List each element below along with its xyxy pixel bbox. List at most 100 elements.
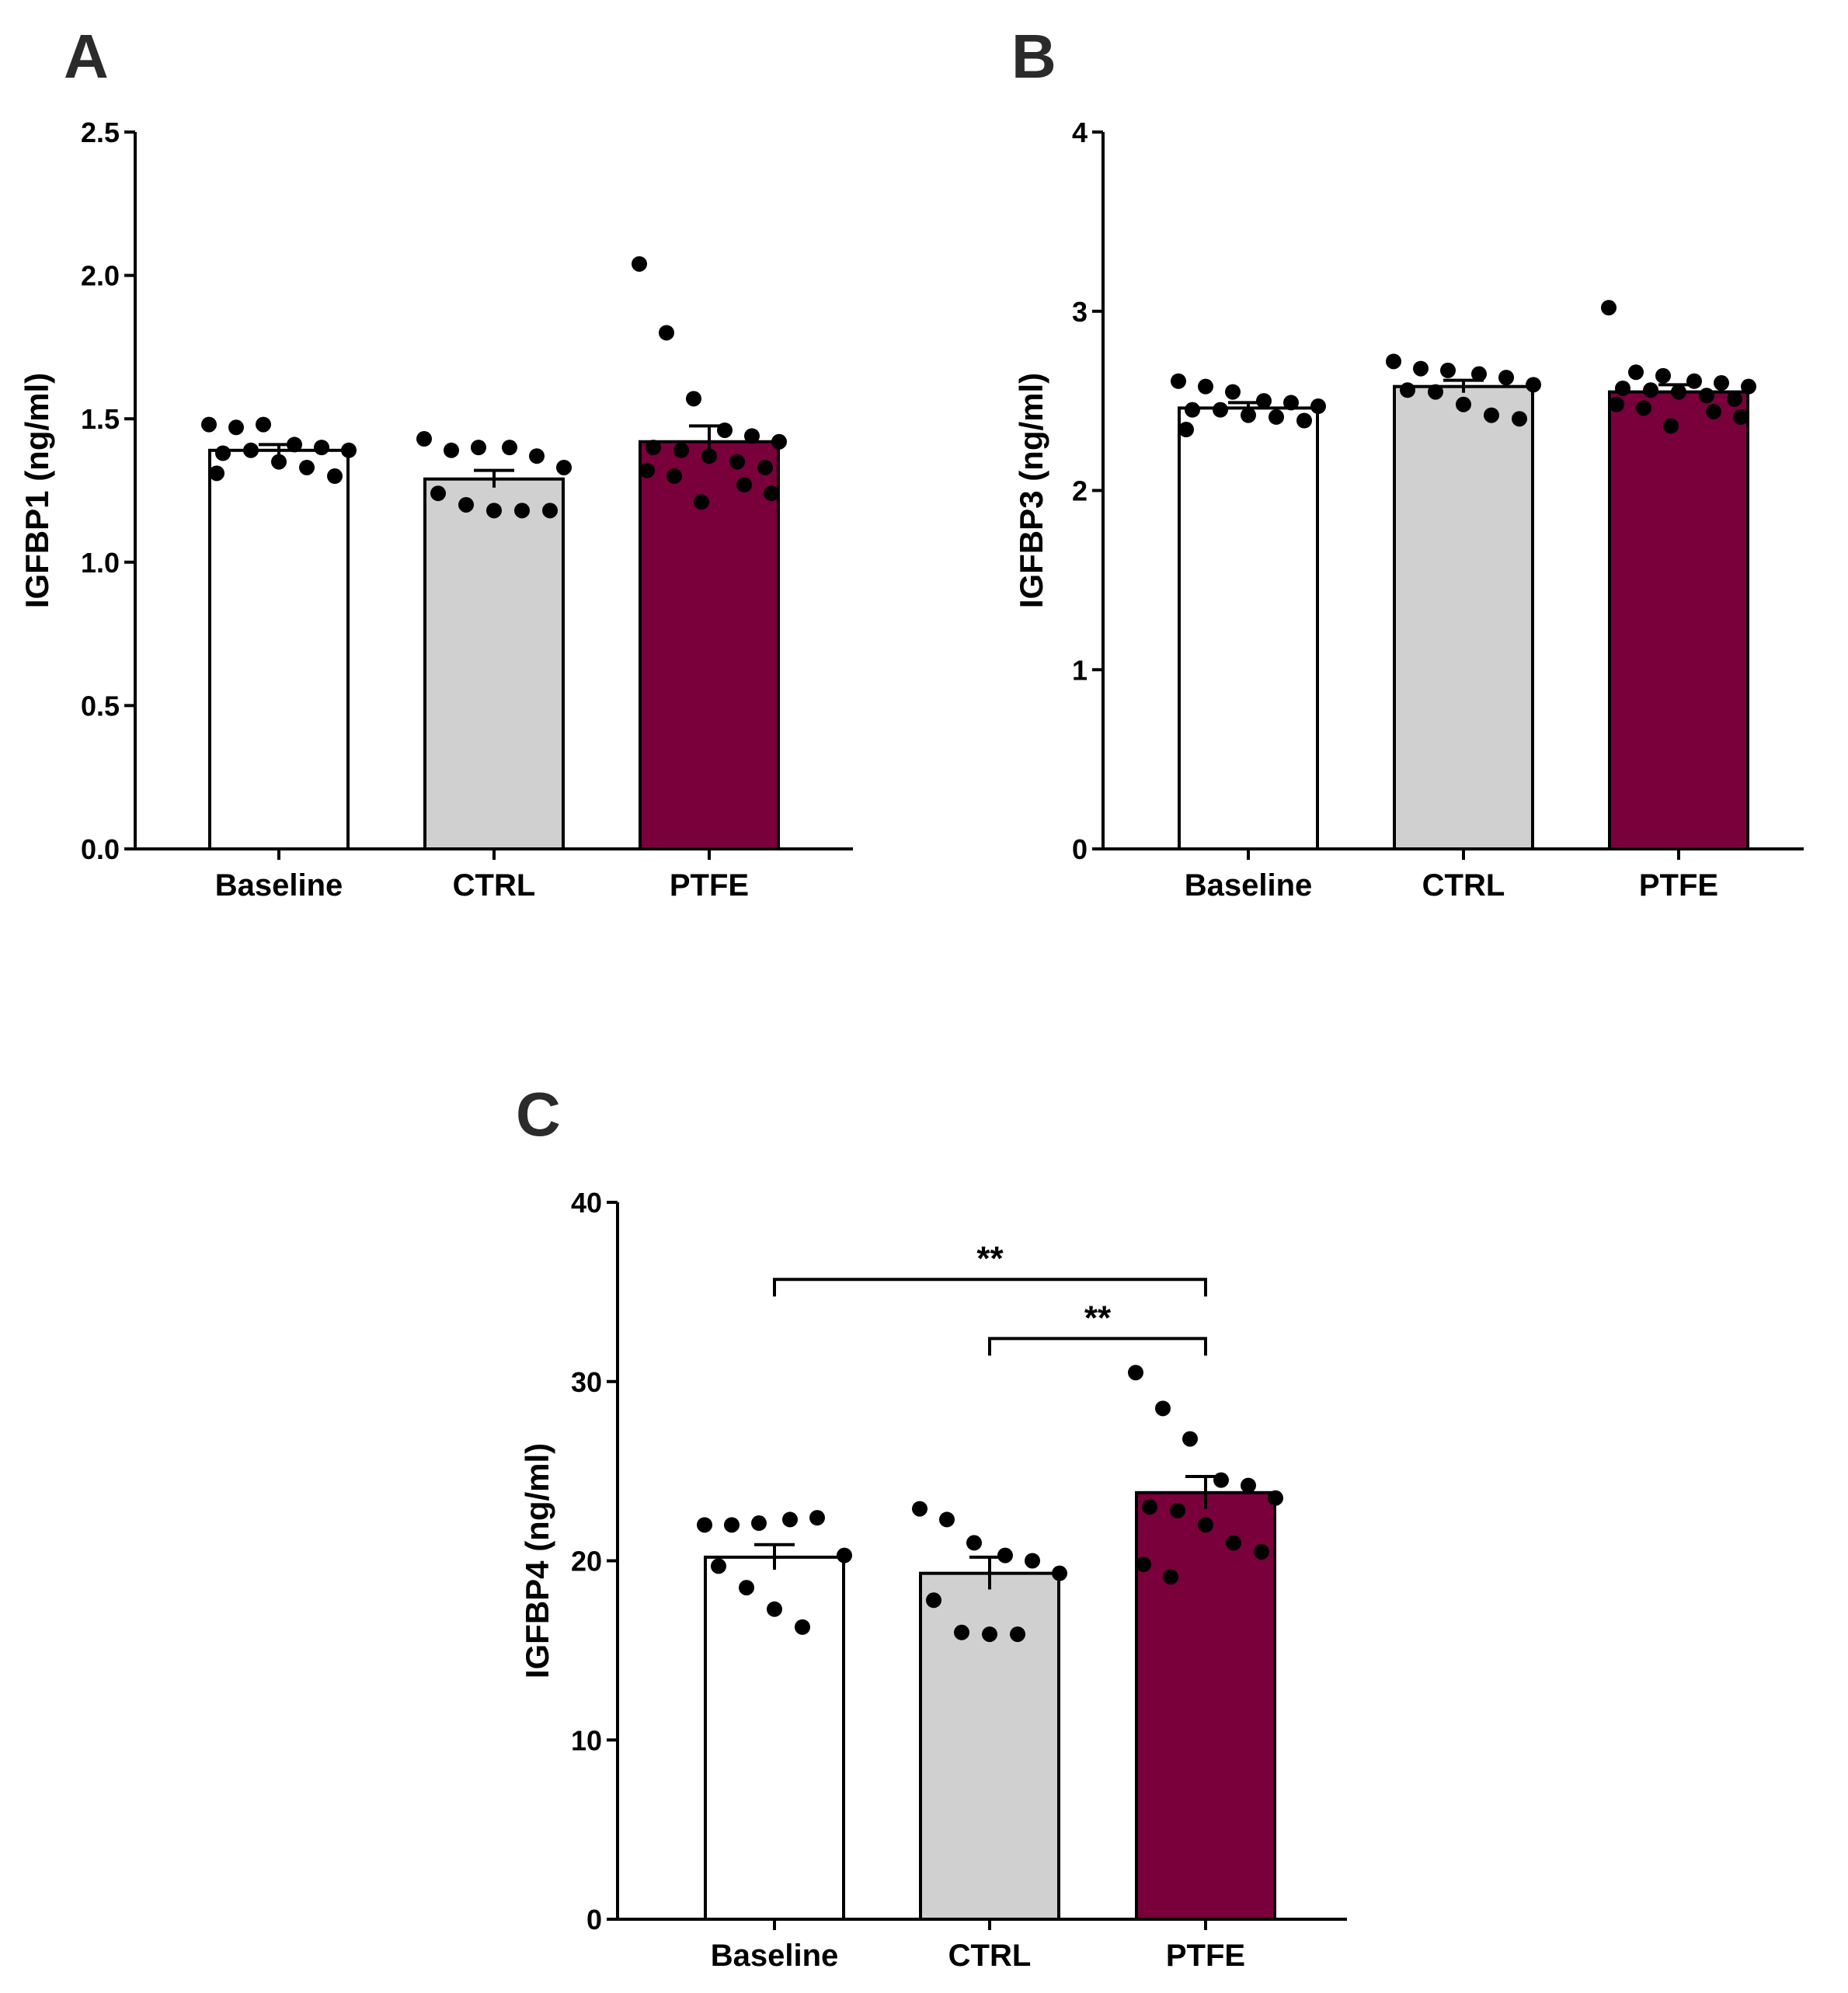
- data-point: [1686, 373, 1702, 389]
- data-point: [1741, 378, 1756, 395]
- data-point: [1171, 373, 1186, 389]
- data-point: [341, 442, 357, 458]
- data-point: [673, 442, 689, 458]
- bar-ptfe: [1135, 1490, 1276, 1921]
- data-point: [739, 1580, 754, 1596]
- data-point: [757, 459, 773, 475]
- data-point: [639, 462, 655, 478]
- data-point: [1706, 403, 1721, 419]
- data-point: [1456, 396, 1471, 412]
- data-point: [471, 440, 486, 456]
- x-tick-label: CTRL: [948, 1939, 1032, 1973]
- y-tick-label: 2.0: [81, 260, 120, 292]
- data-point: [1498, 370, 1514, 386]
- x-tick-label: Baseline: [711, 1939, 839, 1973]
- y-axis-title: IGFBP4 (ng/ml): [519, 1443, 555, 1678]
- data-point: [646, 440, 661, 456]
- data-point: [486, 503, 502, 519]
- y-tick-label: 10: [571, 1724, 602, 1756]
- data-point: [1615, 380, 1630, 396]
- data-point: [1512, 411, 1527, 427]
- data-point: [954, 1624, 969, 1640]
- data-point: [1268, 1490, 1283, 1506]
- data-point: [1428, 384, 1443, 400]
- data-point: [926, 1592, 941, 1609]
- data-point: [837, 1547, 852, 1563]
- data-point: [697, 1517, 712, 1533]
- data-point: [430, 485, 446, 502]
- data-point: [271, 454, 287, 470]
- data-point: [694, 494, 709, 510]
- data-point: [314, 440, 329, 456]
- y-tick-label: 0: [1072, 833, 1088, 865]
- data-point: [1283, 395, 1299, 411]
- bar-ctrl: [1393, 384, 1534, 851]
- data-point: [201, 416, 217, 433]
- y-axis-title: IGFBP1 (ng/ml): [19, 373, 55, 608]
- y-tick-label: 0: [586, 1904, 602, 1936]
- data-point: [1241, 1477, 1256, 1494]
- data-point: [1386, 353, 1401, 370]
- data-point: [1663, 418, 1679, 434]
- data-point: [1198, 378, 1213, 395]
- data-point: [1471, 366, 1487, 382]
- data-point: [1714, 375, 1729, 391]
- data-point: [1128, 1365, 1143, 1381]
- data-point: [1185, 402, 1200, 418]
- y-axis-title: IGFBP3 (ng/ml): [1013, 373, 1049, 608]
- significance-bracket: [773, 1278, 1207, 1297]
- data-point: [514, 503, 530, 519]
- data-point: [416, 431, 432, 447]
- data-point: [1699, 388, 1714, 404]
- y-tick-label: 0.5: [81, 690, 120, 722]
- data-point: [809, 1510, 825, 1526]
- y-tick-label: 2: [1072, 475, 1088, 507]
- data-point: [1484, 407, 1499, 423]
- y-tick-label: 2.5: [81, 117, 120, 148]
- data-point: [1213, 1472, 1229, 1488]
- data-point: [556, 459, 572, 475]
- bar-ctrl: [919, 1571, 1060, 1921]
- data-point: [1526, 377, 1541, 393]
- data-point: [243, 442, 259, 458]
- bar-ptfe: [1608, 390, 1749, 850]
- data-point: [1655, 367, 1671, 384]
- data-point: [686, 391, 701, 407]
- data-point: [1163, 1569, 1178, 1585]
- data-point: [1198, 1517, 1213, 1533]
- data-point: [736, 477, 752, 493]
- data-point: [1142, 1499, 1157, 1515]
- data-point: [1010, 1626, 1025, 1643]
- data-point: [1601, 300, 1617, 316]
- panel-c: C 0 10 20 30 40 Baseline CTRL PTFE IGFBP4 (ng/ml)…: [516, 1080, 1347, 1973]
- data-point: [1170, 1502, 1185, 1518]
- data-point: [1269, 409, 1284, 425]
- y-tick-label: 0.0: [81, 833, 120, 865]
- panel-letter: A: [64, 22, 109, 91]
- data-point: [1727, 391, 1742, 407]
- x-tick-label: Baseline: [1185, 868, 1313, 903]
- significance-label: **: [976, 1240, 1004, 1278]
- data-point: [1136, 1556, 1151, 1573]
- data-point: [327, 468, 343, 485]
- data-point: [1178, 422, 1194, 438]
- data-point: [1155, 1400, 1171, 1417]
- bar-baseline: [1178, 406, 1319, 850]
- panel-letter: B: [1011, 22, 1056, 91]
- data-point: [939, 1511, 955, 1528]
- x-tick-label: PTFE: [670, 868, 749, 903]
- data-point: [256, 416, 271, 433]
- data-point: [666, 468, 682, 485]
- data-point: [966, 1535, 982, 1551]
- significance-bracket: [988, 1337, 1207, 1356]
- data-point: [542, 503, 558, 519]
- x-tick-label: PTFE: [1166, 1939, 1245, 1973]
- data-point: [1254, 1543, 1269, 1560]
- y-tick-label: 4: [1072, 117, 1088, 148]
- data-point: [1636, 400, 1651, 416]
- data-point: [215, 445, 231, 461]
- y-tick-label: 20: [571, 1546, 602, 1577]
- data-point: [632, 256, 647, 272]
- y-tick-label: 30: [571, 1366, 602, 1398]
